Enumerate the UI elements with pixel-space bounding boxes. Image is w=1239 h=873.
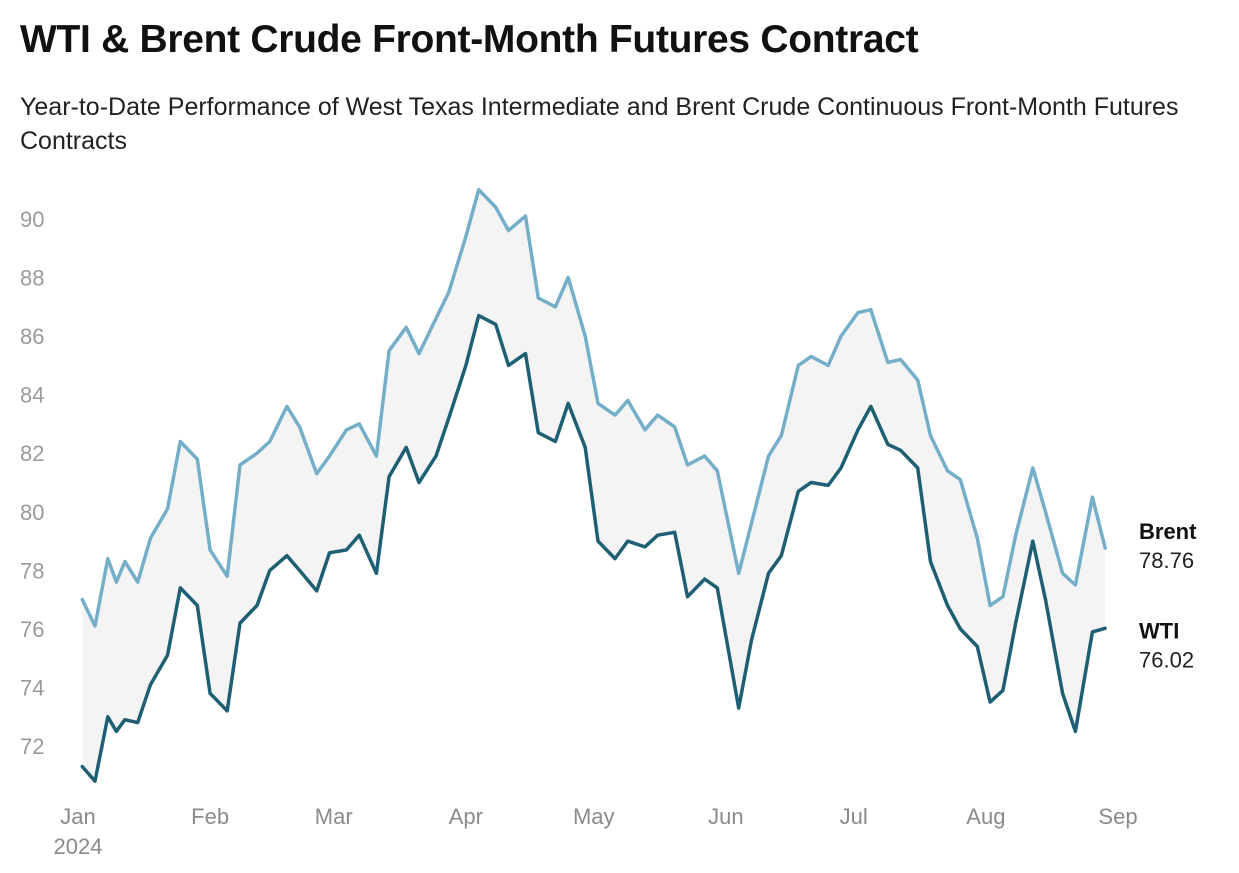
x-tick-label-jun: Jun (708, 804, 743, 829)
series-line-brent (80, 187, 1107, 628)
x-tick-label-jan: Jan (60, 804, 95, 829)
series-value-brent: 78.76 (1139, 548, 1194, 573)
x-axis: Jan 2024 Feb Mar Apr May Jun Jul Aug Sep (54, 804, 1138, 859)
chart-subtitle: Year-to-Date Performance of West Texas I… (20, 93, 1179, 155)
y-tick-label-72: 72 (20, 734, 44, 759)
x-tick-label-mar: Mar (315, 804, 353, 829)
series-lines (80, 187, 1107, 783)
x-tick-label-apr: Apr (449, 804, 483, 829)
y-tick-label-74: 74 (20, 676, 44, 701)
x-tick-label-aug: Aug (966, 804, 1005, 829)
series-end-labels: Brent 78.76 WTI 76.02 (1139, 519, 1197, 672)
y-tick-label-80: 80 (20, 500, 44, 525)
chart-title: WTI & Brent Crude Front-Month Futures Co… (20, 18, 919, 61)
y-tick-label-90: 90 (20, 207, 44, 232)
series-label-brent: Brent (1139, 519, 1197, 544)
y-tick-label-82: 82 (20, 441, 44, 466)
y-tick-label-84: 84 (20, 383, 44, 408)
x-tick-year-label: 2024 (54, 834, 103, 859)
series-label-wti: WTI (1139, 618, 1179, 643)
y-axis: 72 74 76 78 80 82 84 86 88 90 (20, 207, 44, 759)
series-line-wti (80, 313, 1107, 783)
x-tick-label-may: May (573, 804, 615, 829)
series-value-wti: 76.02 (1139, 647, 1194, 672)
y-tick-label-78: 78 (20, 558, 44, 583)
spread-area (82, 189, 1106, 782)
y-tick-label-76: 76 (20, 617, 44, 642)
x-tick-label-sep: Sep (1098, 804, 1137, 829)
spread-band (82, 189, 1106, 782)
x-tick-label-jul: Jul (840, 804, 868, 829)
y-tick-label-86: 86 (20, 324, 44, 349)
y-tick-label-88: 88 (20, 266, 44, 291)
x-tick-label-feb: Feb (191, 804, 229, 829)
